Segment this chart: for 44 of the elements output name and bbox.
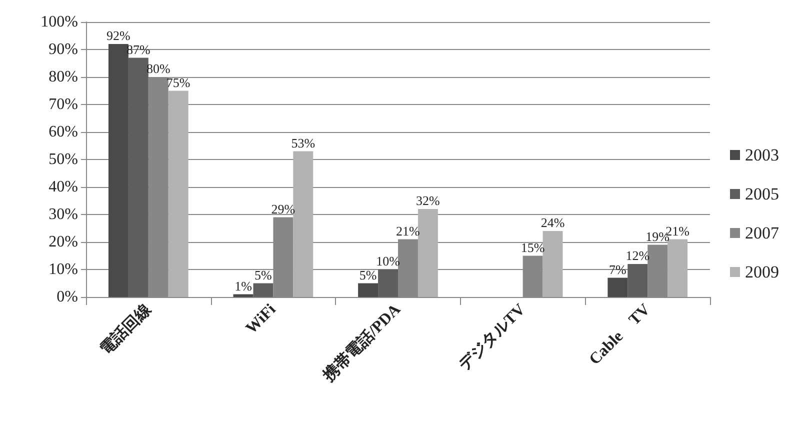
bar bbox=[128, 58, 148, 297]
x-tick-label: デジタルTV bbox=[456, 300, 530, 374]
bar bbox=[108, 44, 128, 297]
bar bbox=[168, 90, 188, 297]
y-tick-label: 40% bbox=[48, 178, 78, 196]
y-tick-label: 90% bbox=[48, 41, 78, 58]
legend-label: 2003 bbox=[745, 146, 779, 164]
bar bbox=[542, 231, 563, 297]
legend-label: 2007 bbox=[745, 224, 780, 242]
data-label: 32% bbox=[416, 193, 440, 208]
y-tick-label: 10% bbox=[48, 261, 78, 278]
y-tick-label: 100% bbox=[40, 14, 78, 30]
data-label: 12% bbox=[626, 248, 650, 263]
bar bbox=[253, 283, 274, 297]
data-label: 7% bbox=[608, 262, 626, 277]
data-label: 1% bbox=[234, 278, 252, 294]
bar bbox=[418, 209, 438, 297]
data-label: 10% bbox=[376, 254, 400, 268]
bar bbox=[293, 151, 314, 297]
bar bbox=[668, 239, 688, 297]
y-tick-label: 20% bbox=[48, 234, 78, 250]
x-tick-label: 電話回線 bbox=[96, 300, 156, 358]
legend-label: 2005 bbox=[745, 184, 779, 204]
bar bbox=[648, 244, 668, 297]
y-tick-label: 50% bbox=[48, 151, 78, 168]
data-label: 92% bbox=[106, 28, 131, 43]
y-tick-label: 0% bbox=[56, 288, 78, 306]
data-label: 5% bbox=[254, 267, 272, 282]
y-tick-label: 30% bbox=[48, 206, 78, 223]
data-label: 75% bbox=[166, 74, 190, 90]
data-label: 5% bbox=[359, 267, 377, 282]
data-label: 53% bbox=[291, 135, 316, 150]
bar bbox=[378, 270, 398, 297]
y-tick-label: 80% bbox=[48, 68, 78, 86]
y-tick-label: 70% bbox=[48, 96, 78, 113]
data-label: 24% bbox=[540, 215, 565, 230]
data-label: 29% bbox=[271, 201, 296, 216]
legend-label: 2009 bbox=[745, 262, 779, 282]
y-tick-label: 60% bbox=[48, 124, 78, 140]
bar bbox=[608, 278, 628, 297]
data-label: 21% bbox=[396, 223, 420, 238]
bar bbox=[628, 264, 648, 297]
bar bbox=[358, 283, 378, 297]
data-label: 15% bbox=[520, 240, 545, 255]
